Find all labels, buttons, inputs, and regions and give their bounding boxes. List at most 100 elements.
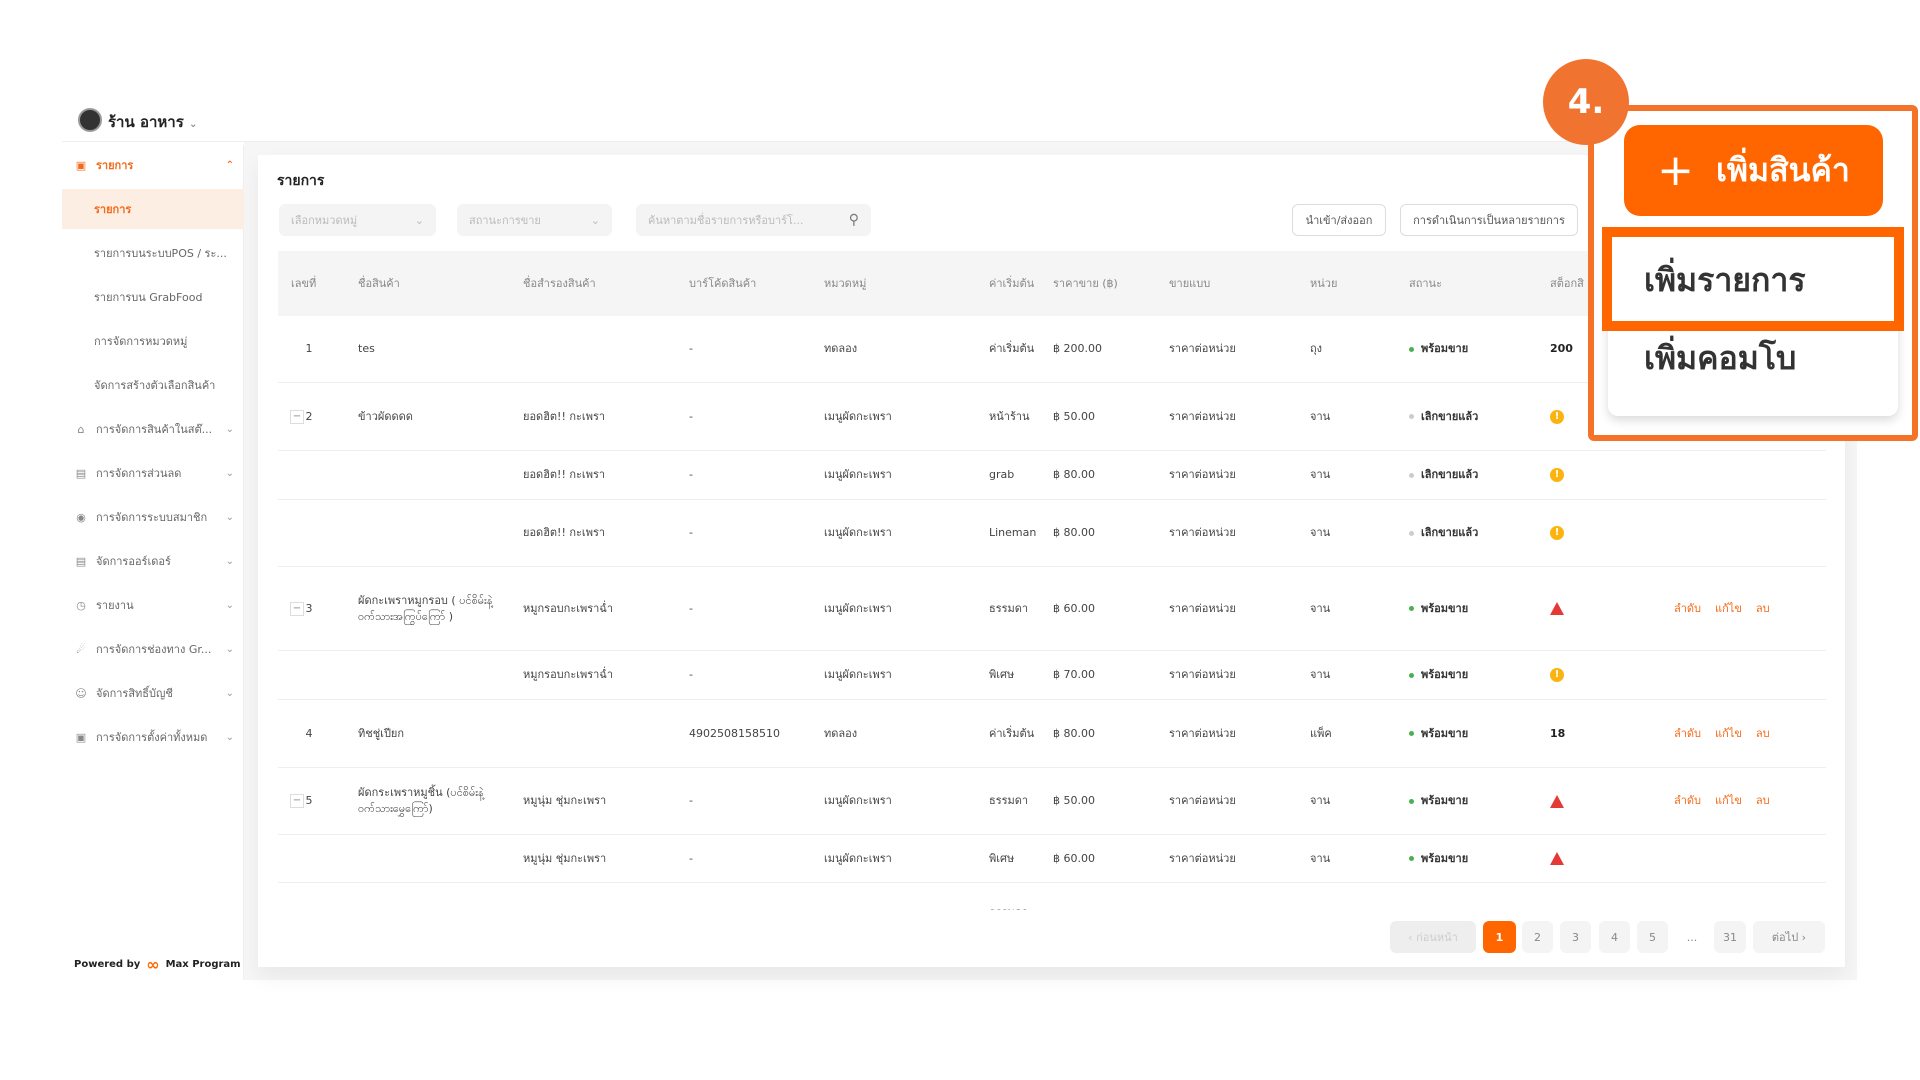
sidebar-item[interactable]: รายการบนระบบPOS / ระ... <box>62 233 244 273</box>
sidebar-item[interactable]: รายการ <box>62 189 244 229</box>
reorder-link[interactable]: ลำดับ <box>1674 794 1702 807</box>
shop-logo <box>78 108 102 132</box>
chevron-right-icon: › <box>1798 930 1807 944</box>
collapse-toggle[interactable]: − <box>290 601 304 616</box>
status-dot-icon <box>1409 414 1414 419</box>
cell-barcode: - <box>689 668 693 681</box>
cell-barcode: - <box>689 601 693 615</box>
sidebar-item[interactable]: จัดการสร้างตัวเลือกสินค้า <box>62 365 244 405</box>
sidebar-item[interactable]: ▤ การจัดการส่วนลด ⌄ <box>62 453 244 493</box>
cell-category: เมนูผัดกะเพรา <box>824 851 892 865</box>
prev-page-button[interactable]: ‹ ก่อนหน้า <box>1390 921 1476 953</box>
table-body: 1 tes - ทดลอง ค่าเริ่มต้น฿ 200.00 ราคาต่อหน่ว… <box>278 316 1826 910</box>
status-select[interactable]: สถานะการขาย ⌄ <box>457 204 612 236</box>
page-2[interactable]: 2 <box>1522 921 1553 953</box>
status-badge: พร้อมขาย <box>1409 700 1468 767</box>
search-input[interactable]: ค้นหาตามชื่อรายการหรือบาร์โ... ⚲ <box>636 204 871 236</box>
channel-icon: ☄ <box>76 642 86 656</box>
cell-price: ฿ 80.00 <box>1053 526 1095 539</box>
sidebar-item[interactable]: ☺ จัดการสิทธิ์บัญชี ⌄ <box>62 673 244 713</box>
cell-alt: หมูกรอบกะเพราฉ่ำ <box>523 668 613 681</box>
sidebar-item[interactable]: ◉ การจัดการระบบสมาชิก ⌄ <box>62 497 244 537</box>
sidebar-item[interactable]: ▣ รายการ ⌃ <box>62 145 244 185</box>
chevron-down-icon: ⌄ <box>225 511 234 523</box>
page-label: ก่อนหน้า <box>1416 931 1458 944</box>
cell-sale-type: ราคาต่อหน่วย <box>1169 668 1236 681</box>
table-row: 4 ทิชชู่เปียก 4902508158510 ทดลอง ค่าเริ่มต้… <box>278 700 1826 768</box>
add-product-button[interactable]: + เพิ่มสินค้า <box>1624 125 1883 216</box>
sidebar-item[interactable]: ▤ จัดการออร์เดอร์ ⌄ <box>62 541 244 581</box>
status-label: พร้อมขาย <box>1421 794 1469 807</box>
next-page-button[interactable]: ต่อไป › <box>1753 921 1825 953</box>
cell-name: ทิชชู่เปียก <box>358 726 405 740</box>
cell-sale-type: ราคาต่อหน่วย <box>1169 526 1236 539</box>
sidebar-item-label: รายงาน <box>96 599 134 612</box>
top-header: ร้าน อาหาร ⌄ <box>62 100 1857 142</box>
edit-link[interactable]: แก้ไข <box>1715 601 1742 615</box>
sidebar-item-label: จัดการสิทธิ์บัญชี <box>96 687 173 700</box>
sidebar-item-label: การจัดการระบบสมาชิก <box>96 511 208 524</box>
status-label: พร้อมขาย <box>1421 851 1469 865</box>
page-5[interactable]: 5 <box>1637 921 1668 953</box>
collapse-toggle[interactable]: − <box>290 794 304 808</box>
delete-link[interactable]: ลบ <box>1755 601 1770 615</box>
status-badge: พร้อมขาย <box>1409 768 1468 834</box>
status-badge: เลิกขายแล้ว <box>1409 383 1478 450</box>
status-label: เลิกขายแล้ว <box>1421 468 1479 481</box>
status-badge: พร้อมขาย <box>1409 835 1468 882</box>
menu-item-add-item[interactable]: เพิ่มรายการ <box>1644 261 1806 299</box>
shop-selector[interactable]: ร้าน อาหาร ⌄ <box>108 110 197 134</box>
cell-unit: จาน <box>1310 794 1331 807</box>
sidebar-item-label: จัดการสร้างตัวเลือกสินค้า <box>94 379 216 392</box>
edit-link[interactable]: แก้ไข <box>1715 726 1742 740</box>
cell-sale-type: ราคาต่อหน่วย <box>1169 851 1236 865</box>
stock-cell <box>1550 835 1564 882</box>
page-1[interactable]: 1 <box>1483 921 1516 953</box>
cell-alt: ยอดฮิต!! กะเพรา <box>523 526 606 539</box>
import-export-button[interactable]: นำเข้า/ส่งออก <box>1292 204 1386 236</box>
category-select[interactable]: เลือกหมวดหมู่ ⌄ <box>279 204 436 236</box>
status-label: เลิกขายแล้ว <box>1421 409 1479 423</box>
table-row: ยอดฮิต!! กะเพรา - เมนูผัดกะเพรา Lineman ฿ 80… <box>278 500 1826 567</box>
cell-category: เมนูผัดกะเพรา <box>824 668 892 681</box>
delete-link[interactable]: ลบ <box>1755 794 1770 807</box>
column-header: สต็อกสิ <box>1550 276 1584 290</box>
edit-link[interactable]: แก้ไข <box>1715 794 1742 807</box>
bulk-actions-button[interactable]: การดำเนินการเป็นหลายรายการ <box>1400 204 1578 236</box>
discount-icon: ▤ <box>75 466 87 480</box>
cell-barcode: - <box>689 342 693 355</box>
row-actions: ลำดับ แก้ไข ลบ <box>1674 700 1784 767</box>
sidebar-item-label: การจัดการหมวดหมู่ <box>94 335 188 348</box>
cell-no: 5 <box>305 794 313 807</box>
cell-sale-type: ราคาต่อหน่วย <box>1169 601 1236 615</box>
reorder-link[interactable]: ลำดับ <box>1674 601 1702 615</box>
cell-category: เมนูผัดกะเพรา <box>824 601 892 615</box>
status-dot-icon <box>1409 346 1414 352</box>
row-actions: ลำดับ แก้ไข ลบ <box>1674 768 1784 834</box>
table-row: ธรรมดา <box>278 883 1826 911</box>
sidebar-item[interactable]: รายการบน GrabFood <box>62 277 244 317</box>
page-label: 4 <box>1611 930 1618 944</box>
cell-price: ฿ 60.00 <box>1053 851 1095 865</box>
collapse-toggle[interactable]: − <box>290 409 304 424</box>
sidebar-item[interactable]: ▣ การจัดการตั้งค่าทั้งหมด ⌄ <box>62 717 244 757</box>
cell-price: ฿ 50.00 <box>1053 794 1095 807</box>
cell-name: ข้าวผัดดดด <box>358 409 413 423</box>
stock-cell <box>1550 768 1564 834</box>
sidebar-item[interactable]: ☄ การจัดการช่องทาง Gr... ⌄ <box>62 629 244 669</box>
menu-item-add-combo[interactable]: เพิ่มคอมโบ <box>1644 339 1797 377</box>
page-31[interactable]: 31 <box>1714 921 1746 953</box>
cell-barcode: 4902508158510 <box>689 726 780 740</box>
column-header: ราคาขาย (฿) <box>1053 276 1118 290</box>
sidebar-item[interactable]: ⌂ การจัดการสินค้าในสต๊... ⌄ <box>62 409 244 449</box>
reorder-link[interactable]: ลำดับ <box>1674 726 1702 740</box>
page-3[interactable]: 3 <box>1560 921 1591 953</box>
chevron-down-icon: ⌄ <box>189 119 198 130</box>
delete-link[interactable]: ลบ <box>1755 726 1770 740</box>
sidebar-item[interactable]: การจัดการหมวดหมู่ <box>62 321 244 361</box>
status-dot-icon <box>1409 731 1414 736</box>
sidebar-item[interactable]: ◷ รายงาน ⌄ <box>62 585 244 625</box>
page-4[interactable]: 4 <box>1599 921 1630 953</box>
cell-name: tes <box>358 342 375 355</box>
cell-alt: ยอดฮิต!! กะเพรา <box>523 468 606 481</box>
